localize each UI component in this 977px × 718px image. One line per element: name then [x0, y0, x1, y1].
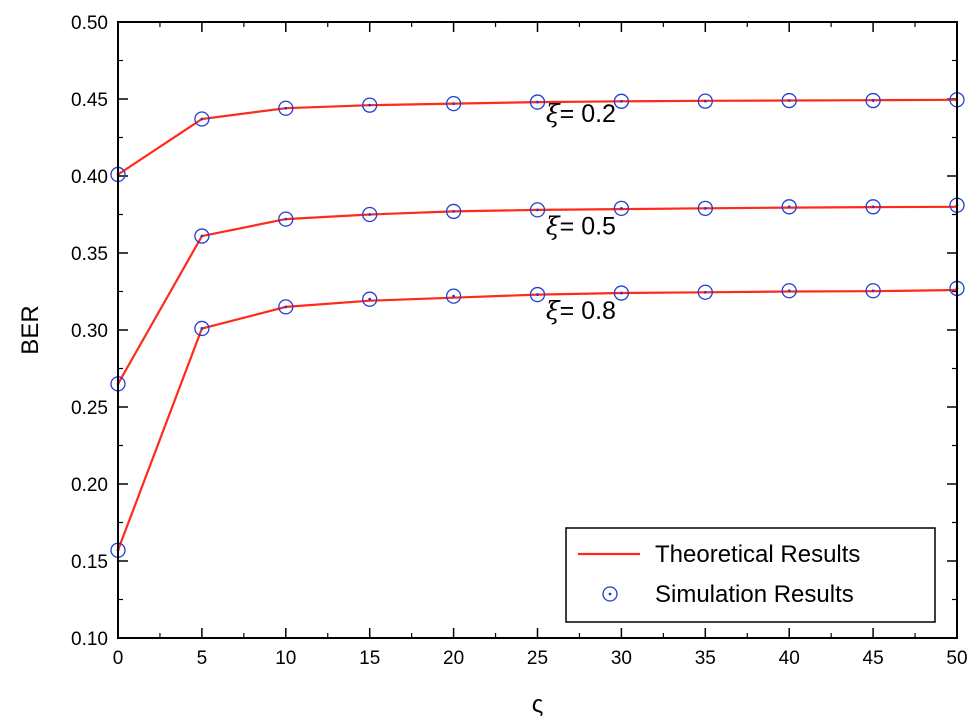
simulation-point	[278, 299, 294, 315]
simulation-point-dot	[452, 102, 455, 106]
xi-symbol: ξ	[546, 212, 561, 241]
simulation-point	[362, 291, 378, 307]
simulation-point-dot	[452, 294, 455, 298]
simulation-point-dot	[368, 213, 372, 216]
x-tick-label: 0	[113, 648, 124, 669]
y-tick-label: 0.15	[71, 552, 108, 573]
simulation-point-dot	[368, 103, 372, 107]
simulation-point	[529, 202, 546, 218]
annotation-value: = 0.2	[560, 100, 616, 128]
simulation-point-dot	[703, 290, 707, 294]
simulation-point-dot	[703, 99, 707, 103]
x-axis-title: ς	[532, 691, 544, 718]
x-tick-label: 45	[863, 648, 884, 669]
y-tick-label: 0.30	[71, 321, 108, 342]
simulation-point-dot	[620, 291, 623, 295]
x-tick-label: 10	[275, 648, 296, 669]
simulation-point-dot	[871, 205, 875, 209]
x-tick-label: 20	[443, 648, 464, 669]
y-axis-title: BER	[17, 305, 44, 354]
simulation-point-dot	[200, 234, 204, 238]
x-tick-label: 25	[527, 648, 548, 669]
tick-labels-layer: 0 5 10 15 20 25 30 35 40 45 50 0.10 0.15 0.20 0.25 0.30…	[71, 13, 968, 669]
simulation-point	[362, 97, 378, 113]
series-annotation: ξ= 0.5	[546, 212, 616, 241]
y-tick-label: 0.45	[71, 90, 108, 111]
simulation-point	[445, 288, 462, 304]
simulation-point	[613, 200, 630, 216]
xi-symbol: ξ	[546, 99, 561, 128]
simulation-point	[529, 94, 546, 110]
simulation-point-dot	[200, 327, 204, 330]
legend-simulation-marker-dot	[608, 592, 612, 596]
simulation-point	[194, 111, 210, 127]
simulation-point	[865, 92, 881, 109]
x-tick-label: 40	[779, 648, 800, 669]
simulation-point-dot	[200, 117, 204, 121]
legend-label-simulation: Simulation Results	[655, 581, 854, 608]
plot-frame	[117, 21, 958, 639]
series-annotation: ξ= 0.2	[546, 99, 616, 128]
simulation-point	[278, 211, 294, 227]
y-tick-label: 0.25	[71, 398, 108, 419]
simulation-point	[445, 95, 462, 112]
simulation-point-dot	[787, 289, 791, 293]
simulation-point	[781, 199, 797, 215]
simulation-point-dot	[452, 210, 455, 213]
simulation-point-dot	[703, 206, 707, 210]
y-tick-label: 0.50	[71, 13, 108, 34]
simulation-point-dot	[284, 217, 288, 221]
y-tick-label: 0.40	[71, 167, 108, 188]
simulation-point-dot	[536, 100, 539, 104]
simulation-point	[697, 93, 713, 109]
simulation-point	[529, 286, 546, 303]
simulation-point-dot	[787, 205, 791, 209]
simulation-point	[613, 285, 630, 301]
series-layer	[110, 92, 965, 558]
theoretical-line-series-0	[117, 98, 958, 176]
x-tick-label: 5	[197, 648, 208, 669]
simulation-point	[697, 284, 713, 300]
simulation-point	[194, 320, 210, 337]
annotations-layer: ξ= 0.2ξ= 0.5ξ= 0.8	[546, 99, 616, 325]
simulation-point-dot	[871, 99, 875, 102]
simulation-point-dot	[536, 208, 539, 212]
simulation-point-dot	[787, 99, 791, 102]
annotation-value: = 0.5	[560, 213, 616, 241]
simulation-point-dot	[368, 297, 372, 301]
simulation-point-dot	[284, 106, 288, 110]
simulation-point	[278, 100, 294, 116]
simulation-point-dot	[620, 99, 623, 103]
legend-label-theoretical: Theoretical Results	[655, 541, 860, 568]
simulation-point-dot	[536, 293, 539, 296]
simulation-point	[194, 228, 210, 244]
simulation-point	[362, 206, 378, 223]
simulation-point	[865, 199, 881, 215]
simulation-point-dot	[871, 289, 875, 293]
y-tick-label: 0.10	[71, 629, 108, 650]
simulation-point	[781, 283, 797, 299]
x-tick-label: 50	[946, 648, 967, 669]
x-tick-label: 30	[611, 648, 632, 669]
legend-box	[565, 527, 936, 623]
theoretical-line-series-2	[116, 288, 958, 551]
simulation-point	[865, 283, 881, 299]
xi-symbol: ξ	[546, 296, 561, 325]
simulation-point	[781, 92, 797, 109]
x-tick-label: 15	[359, 648, 380, 669]
x-tick-label: 35	[695, 648, 716, 669]
y-tick-label: 0.35	[71, 244, 108, 265]
simulation-point-dot	[284, 305, 288, 309]
legend-simulation-marker-sample	[602, 586, 618, 602]
simulation-point-dot	[620, 206, 623, 210]
simulation-point	[613, 93, 630, 109]
annotation-value: = 0.8	[560, 297, 616, 325]
legend: Theoretical Results Simulation Results	[565, 527, 936, 623]
simulation-point	[445, 203, 462, 220]
y-tick-label: 0.20	[71, 475, 108, 496]
simulation-point	[697, 200, 713, 216]
series-annotation: ξ= 0.8	[546, 296, 616, 325]
